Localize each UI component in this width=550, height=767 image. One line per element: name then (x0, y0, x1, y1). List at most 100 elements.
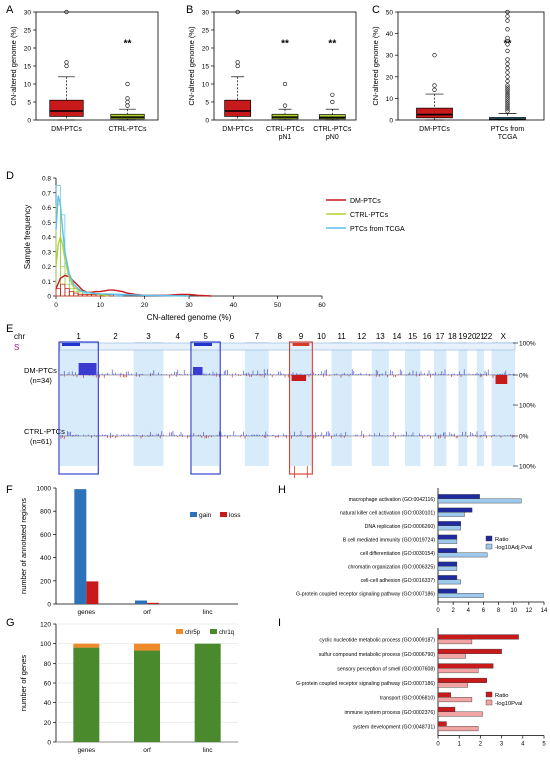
track-label: CTRL-PTCs (24, 427, 65, 436)
chromosome-label: 5 (203, 332, 208, 341)
outlier-point (505, 83, 510, 88)
side-tick-label: 100% (519, 464, 536, 471)
outlier-point (505, 74, 510, 79)
significance-label: ** (281, 39, 289, 50)
outlier-point (505, 94, 510, 99)
side-tick-label: 100% (519, 341, 536, 348)
legend-label: gain (199, 512, 212, 519)
x-tick-label: 50 (274, 302, 282, 309)
y-tick-label: 10 (386, 96, 394, 103)
outlier-point (235, 63, 240, 69)
hbar (437, 726, 479, 732)
outlier-point (505, 109, 510, 114)
chromosome-label: 20 (468, 332, 477, 341)
histogram-bar (77, 291, 83, 297)
category-label: pN1 (279, 134, 292, 141)
legend-label: DM-PTCs (350, 198, 381, 205)
x-tick-label: 0 (436, 742, 440, 748)
x-tick-label: 40 (230, 302, 238, 309)
box (224, 99, 252, 117)
track-sub-label: (n=34) (30, 376, 52, 385)
panel-letter-f: F (6, 484, 13, 496)
legend-label: chr5p (185, 630, 201, 636)
y-tick-label: 25 (24, 28, 32, 35)
y-tick-label: 0 (205, 118, 209, 125)
x-tick-label: 20 (141, 302, 149, 309)
outlier-point (235, 9, 240, 15)
y-tick-label: 40 (44, 700, 52, 707)
category-label: linc (203, 609, 214, 616)
stacked-bar-segment (134, 643, 160, 651)
outlier-point (505, 104, 510, 110)
go-term-label: natural killer cell activation (GO:00301… (340, 510, 435, 516)
category-label: CTRL-PTCs (266, 126, 305, 133)
stacked-bar-segment (73, 647, 100, 742)
category-label: CTRL-PTCs (313, 126, 352, 133)
histogram-bar (86, 294, 92, 297)
category-label: linc (203, 747, 214, 754)
go-term-label: immune system process (GO:0002376) (344, 710, 435, 716)
hbar (437, 721, 447, 727)
y-tick-label: 30 (24, 10, 32, 17)
outlier-point (235, 60, 240, 65)
y-tick-label: 50 (386, 10, 394, 17)
y-tick-label: 10 (202, 82, 210, 89)
chromosome-label: 2 (113, 332, 118, 341)
outlier-point (432, 87, 437, 92)
x-tick-label: 6 (482, 608, 486, 614)
category-label: DM-PTCs (51, 126, 82, 133)
y-tick-label: 0.2 (42, 264, 51, 271)
chromosome-label: 4 (175, 332, 180, 341)
bar (135, 600, 147, 604)
outlier-point (282, 81, 288, 87)
hbar (437, 561, 458, 567)
hbar (437, 579, 461, 585)
histogram-bar (64, 288, 70, 297)
bar (74, 489, 87, 604)
y-tick-label: 0.6 (42, 205, 51, 212)
y-tick-label: 0.3 (42, 249, 51, 256)
hbar (437, 677, 487, 683)
panel-letter-g: G (6, 617, 15, 629)
y-tick-label: 20 (386, 74, 394, 81)
legend-label: Ratio (495, 537, 509, 543)
outlier-point (125, 96, 130, 101)
chromosome-band (191, 342, 220, 466)
chromosome-label: 6 (230, 332, 235, 341)
y-tick-label: 20 (44, 720, 52, 727)
legend-swatch (485, 699, 493, 706)
histogram-bar (73, 292, 79, 297)
y-tick-label: 200 (40, 578, 51, 585)
outlier-point (125, 99, 130, 105)
outlier-point (330, 99, 335, 105)
hbar (437, 588, 458, 594)
ideogram-label: S (14, 343, 19, 352)
y-tick-label: 5 (27, 100, 31, 107)
chromosome-band (458, 342, 468, 466)
y-axis-label: Sample frequency (23, 205, 32, 269)
y-tick-label: 0.5 (42, 220, 51, 227)
y-tick-label: 100 (40, 641, 51, 648)
category-label: orf (143, 609, 151, 616)
y-tick-label: 10 (24, 82, 32, 89)
outlier-point (125, 103, 130, 108)
go-term-label: B cell mediated immunity (GO:0019724) (343, 537, 436, 543)
y-tick-label: 800 (40, 509, 51, 516)
category-label: PTCs from (491, 126, 525, 133)
panel-letter-c: C (372, 4, 380, 16)
y-tick-label: 400 (40, 555, 51, 562)
chromosome-band (371, 342, 389, 466)
y-axis-label: CN-altered genome (%) (187, 26, 196, 106)
y-tick-label: 30 (202, 10, 210, 17)
legend-label: chr1q (219, 630, 234, 636)
chr5-highlight-box-marker (193, 343, 212, 346)
panel-letter-i: I (278, 617, 282, 629)
x-tick-label: 0 (436, 608, 440, 614)
x-tick-label: 4 (521, 742, 525, 748)
go-term-label: system development (GO:0048731) (353, 724, 435, 730)
panel-letter-b: B (186, 4, 194, 16)
significance-label: ** (328, 39, 336, 50)
outlier-point (64, 9, 69, 15)
plot-frame (397, 11, 545, 121)
